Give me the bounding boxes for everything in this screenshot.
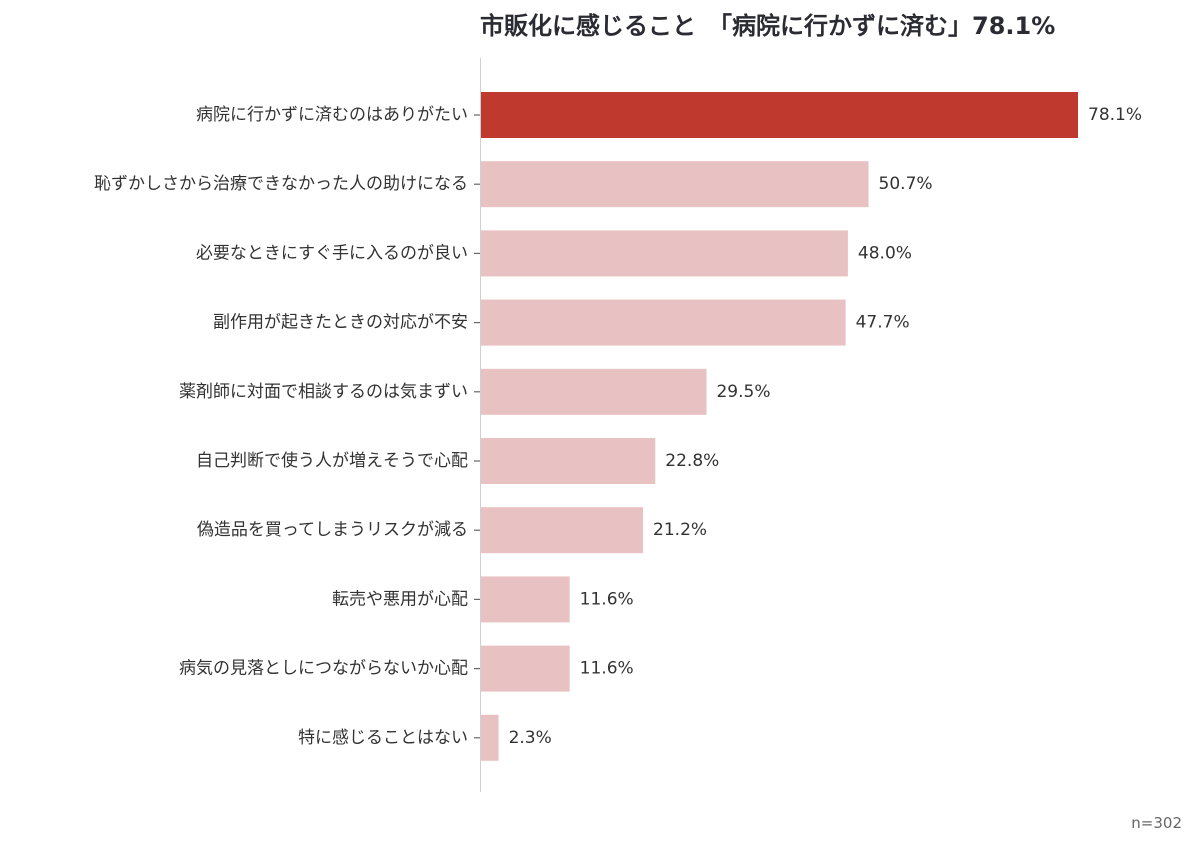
value-label-3: 47.7% (856, 313, 910, 333)
bar-9 (481, 714, 499, 761)
value-label-1: 50.7% (879, 174, 933, 194)
category-label-9: 特に感じることはない (298, 728, 468, 748)
bar-1 (481, 161, 869, 208)
category-label-0: 病院に行かずに済むのはありがたい (196, 105, 468, 125)
category-label-4: 薬剤師に対面で相談するのは気まずい (179, 382, 468, 402)
chart-title: 市販化に感じること 「病院に行かずに済む」78.1% (480, 12, 1056, 40)
category-label-3: 副作用が起きたときの対応が不安 (213, 313, 468, 333)
bar-5 (481, 438, 656, 484)
bar-3 (481, 299, 846, 346)
category-label-1: 恥ずかしさから治療できなかった人の助けになる (94, 174, 468, 194)
value-label-7: 11.6% (580, 589, 634, 609)
tick-group (474, 114, 480, 739)
value-label-0: 78.1% (1088, 105, 1142, 125)
bar-8 (481, 645, 570, 692)
value-label-8: 11.6% (580, 659, 634, 679)
value-label-5: 22.8% (665, 451, 719, 471)
bar-2 (481, 230, 848, 277)
category-label-8: 病気の見落としにつながらないか心配 (179, 659, 468, 679)
bar-6 (481, 507, 644, 554)
category-label-6: 偽造品を買ってしまうリスクが減る (197, 520, 468, 540)
sample-size-note: n=302 (1131, 814, 1182, 832)
category-label-5: 自己判断で使う人が増えそうで心配 (196, 450, 468, 471)
value-label-6: 21.2% (653, 520, 707, 540)
bar-7 (481, 576, 570, 623)
value-label-4: 29.5% (716, 382, 770, 402)
category-labels-group: 病院に行かずに済むのはありがたい恥ずかしさから治療できなかった人の助けになる必要… (94, 105, 468, 748)
bar-0 (481, 92, 1078, 138)
value-label-9: 2.3% (509, 728, 552, 748)
category-label-2: 必要なときにすぐ手に入るのが良い (196, 243, 468, 263)
bar-4 (481, 368, 707, 415)
category-label-7: 転売や悪用が心配 (332, 589, 468, 609)
value-labels-group: 78.1% 50.7% 48.0% 47.7% 29.5% 22.8% 21.2% 11.6%… (509, 105, 1142, 748)
value-label-2: 48.0% (858, 243, 912, 263)
bars-group (481, 92, 1078, 761)
